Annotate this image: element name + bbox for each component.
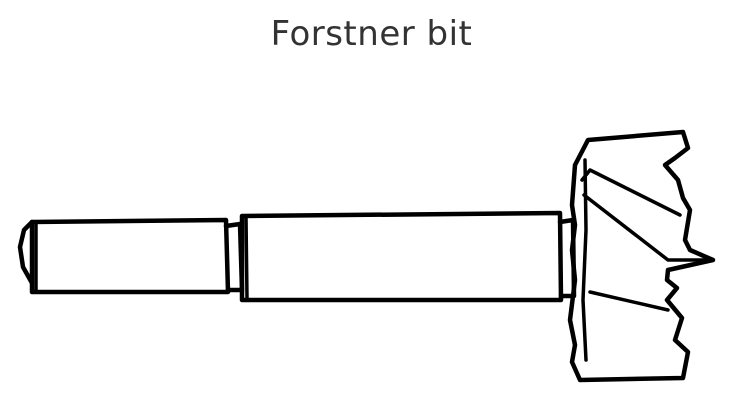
body [239, 210, 564, 303]
diagram-title: Forstner bit [270, 14, 473, 54]
shank [29, 217, 231, 295]
flute-blade-lower [588, 290, 670, 312]
cutter-head [567, 129, 716, 383]
flute-blade-upper [580, 168, 682, 217]
body-seam [244, 216, 249, 300]
shank-tip [17, 219, 35, 286]
cutter-face [581, 158, 588, 362]
flute-blade-middle [582, 193, 715, 262]
